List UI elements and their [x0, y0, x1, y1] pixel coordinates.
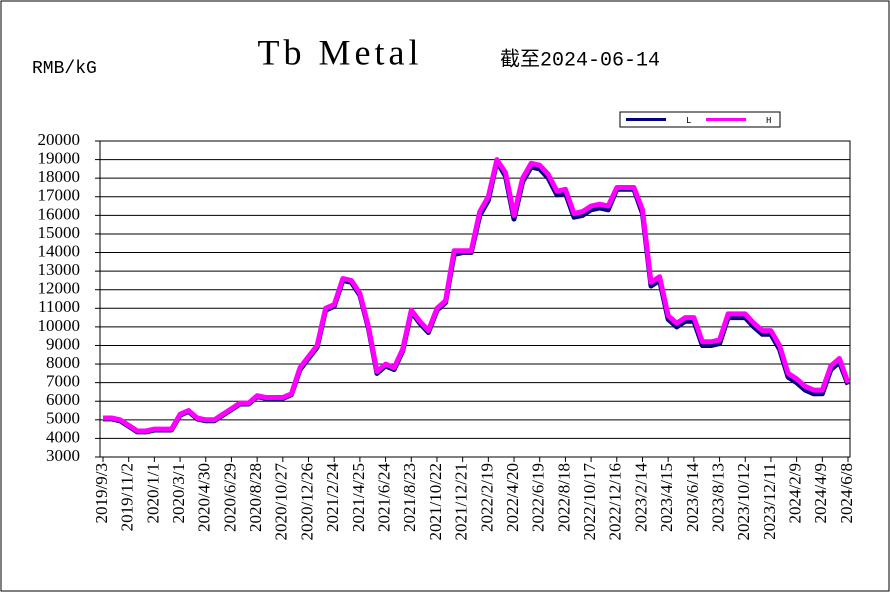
x-tick-label: 2020/10/27: [272, 463, 291, 541]
y-tick-label: 8000: [46, 353, 80, 372]
legend-label: H: [766, 116, 771, 126]
x-tick-label: 2024/2/9: [786, 463, 805, 523]
y-tick-label: 15000: [38, 223, 81, 242]
x-tick-label: 2020/4/30: [195, 463, 214, 532]
x-tick-label: 2019/11/2: [118, 463, 137, 531]
x-tick-label: 2022/10/17: [580, 463, 599, 541]
y-tick-label: 20000: [38, 130, 81, 149]
chart-subtitle: 截至2024-06-14: [500, 47, 660, 72]
x-tick-label: 2020/1/1: [143, 463, 162, 523]
legend-box: [619, 111, 781, 128]
x-tick-label: 2023/2/14: [631, 463, 650, 532]
x-tick-label: 2021/2/24: [323, 463, 342, 532]
x-tick-label: 2021/12/21: [452, 463, 471, 540]
chart-title: Tb Metal: [258, 32, 423, 72]
x-tick-label: 2023/10/12: [734, 463, 753, 540]
plot-area: [99, 140, 851, 458]
y-tick-label: 6000: [46, 390, 80, 409]
x-tick-label: 2022/12/16: [606, 463, 625, 540]
y-tick-label: 12000: [38, 279, 81, 298]
x-tick-label: 2022/6/19: [529, 463, 548, 532]
x-tick-label: 2022/2/19: [477, 463, 496, 532]
y-tick-label: 9000: [46, 334, 80, 353]
x-tick-label: 2021/6/24: [374, 463, 393, 532]
x-tick-label: 2022/8/18: [554, 463, 573, 532]
y-tick-label: 3000: [46, 446, 80, 465]
x-tick-label: 2023/6/14: [683, 463, 702, 532]
y-tick-label: 7000: [46, 372, 80, 391]
y-tick-label: 16000: [38, 204, 81, 223]
x-tick-label: 2022/4/20: [503, 463, 522, 532]
y-tick-label: 11000: [38, 297, 80, 316]
y-tick-label: 10000: [38, 316, 81, 335]
x-tick-label: 2024/4/9: [811, 463, 830, 523]
y-tick-label: 17000: [38, 186, 81, 205]
y-tick-label: 19000: [38, 148, 81, 167]
series-line: [103, 157, 851, 434]
x-tick-label: 2021/10/22: [426, 463, 445, 540]
y-tick-label: 13000: [38, 260, 81, 279]
x-tick-label: 2023/8/13: [708, 463, 727, 532]
x-tick-label: 2021/8/23: [400, 463, 419, 532]
x-tick-label: 2020/3/1: [169, 463, 188, 523]
y-tick-label: 5000: [46, 409, 80, 428]
x-tick-label: 2023/12/11: [760, 463, 779, 540]
x-tick-label: 2024/6/8: [837, 463, 856, 523]
x-tick-label: 2019/9/3: [92, 463, 111, 523]
y-tick-label: 18000: [38, 167, 81, 186]
x-tick-label: 2021/4/25: [349, 463, 368, 532]
x-tick-label: 2023/4/15: [657, 463, 676, 532]
x-tick-label: 2020/8/28: [246, 463, 265, 532]
y-tick-label: 14000: [38, 241, 81, 260]
x-tick-label: 2020/6/29: [220, 463, 239, 532]
y-axis-label: RMB/kG: [32, 59, 97, 79]
legend-label: L: [686, 116, 691, 126]
x-tick-label: 2020/12/26: [297, 463, 316, 540]
y-tick-label: 4000: [46, 427, 80, 446]
